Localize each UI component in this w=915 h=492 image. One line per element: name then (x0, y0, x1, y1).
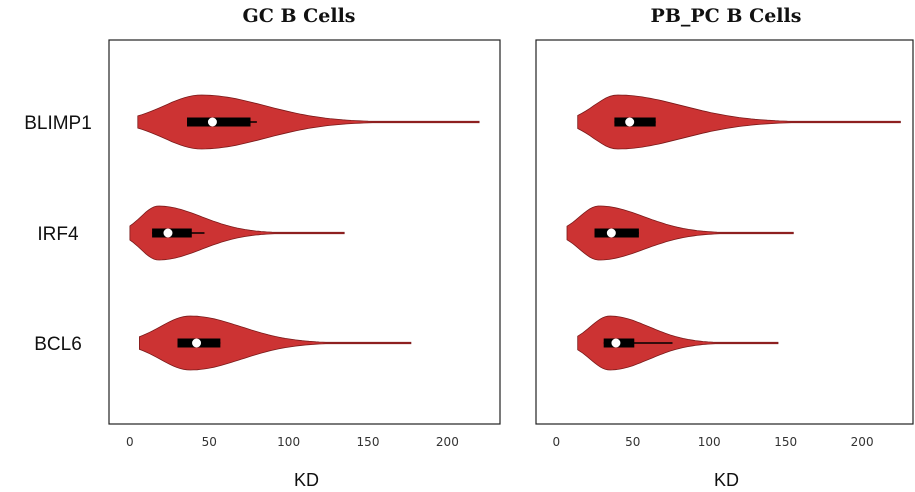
plot-frame (108, 39, 501, 425)
x-axis-label: KD (714, 470, 739, 490)
violin-blimp1 (137, 94, 480, 150)
iqr-box (187, 117, 251, 127)
violin-irf4 (566, 205, 794, 261)
x-tick-label: 200 (851, 435, 874, 449)
panel-title: PB_PC B Cells (651, 5, 802, 27)
x-tick-label: 50 (202, 435, 217, 449)
chart-panel-2: PB_PC B Cells 0 50 100 150 200 KD (535, 5, 914, 490)
x-tick-label: 100 (277, 435, 300, 449)
violin-body (137, 94, 480, 150)
violin-bcl6 (577, 315, 779, 371)
violin-bcl6 (139, 315, 412, 371)
violin-body (566, 205, 794, 261)
violin-body (577, 94, 901, 150)
violin-body (129, 205, 345, 261)
y-category-label: BLIMP1 (24, 113, 92, 134)
violin-blimp1 (577, 94, 901, 150)
x-tick-label: 150 (774, 435, 797, 449)
panel-title: GC B Cells (243, 5, 356, 27)
median-marker (207, 117, 217, 127)
median-marker (625, 117, 635, 127)
median-marker (163, 228, 173, 238)
y-category-label: BCL6 (34, 334, 82, 355)
x-tick-label: 100 (698, 435, 721, 449)
median-marker (606, 228, 616, 238)
y-category-label: IRF4 (37, 224, 79, 245)
chart-panel-1: GC B Cells 0 50 100 150 200 KD (108, 5, 501, 490)
x-tick-label: 0 (552, 435, 560, 449)
plot-frame (535, 39, 914, 425)
violin-body (577, 315, 779, 371)
iqr-box (594, 228, 639, 238)
x-tick-label: 150 (357, 435, 380, 449)
violin-irf4 (129, 205, 345, 261)
x-tick-label: 0 (126, 435, 134, 449)
iqr-box (614, 117, 656, 127)
median-marker (611, 338, 621, 348)
median-marker (192, 338, 202, 348)
violin-body (139, 315, 412, 371)
x-tick-label: 200 (436, 435, 459, 449)
x-tick-label: 50 (625, 435, 640, 449)
x-axis-label: KD (294, 470, 319, 490)
